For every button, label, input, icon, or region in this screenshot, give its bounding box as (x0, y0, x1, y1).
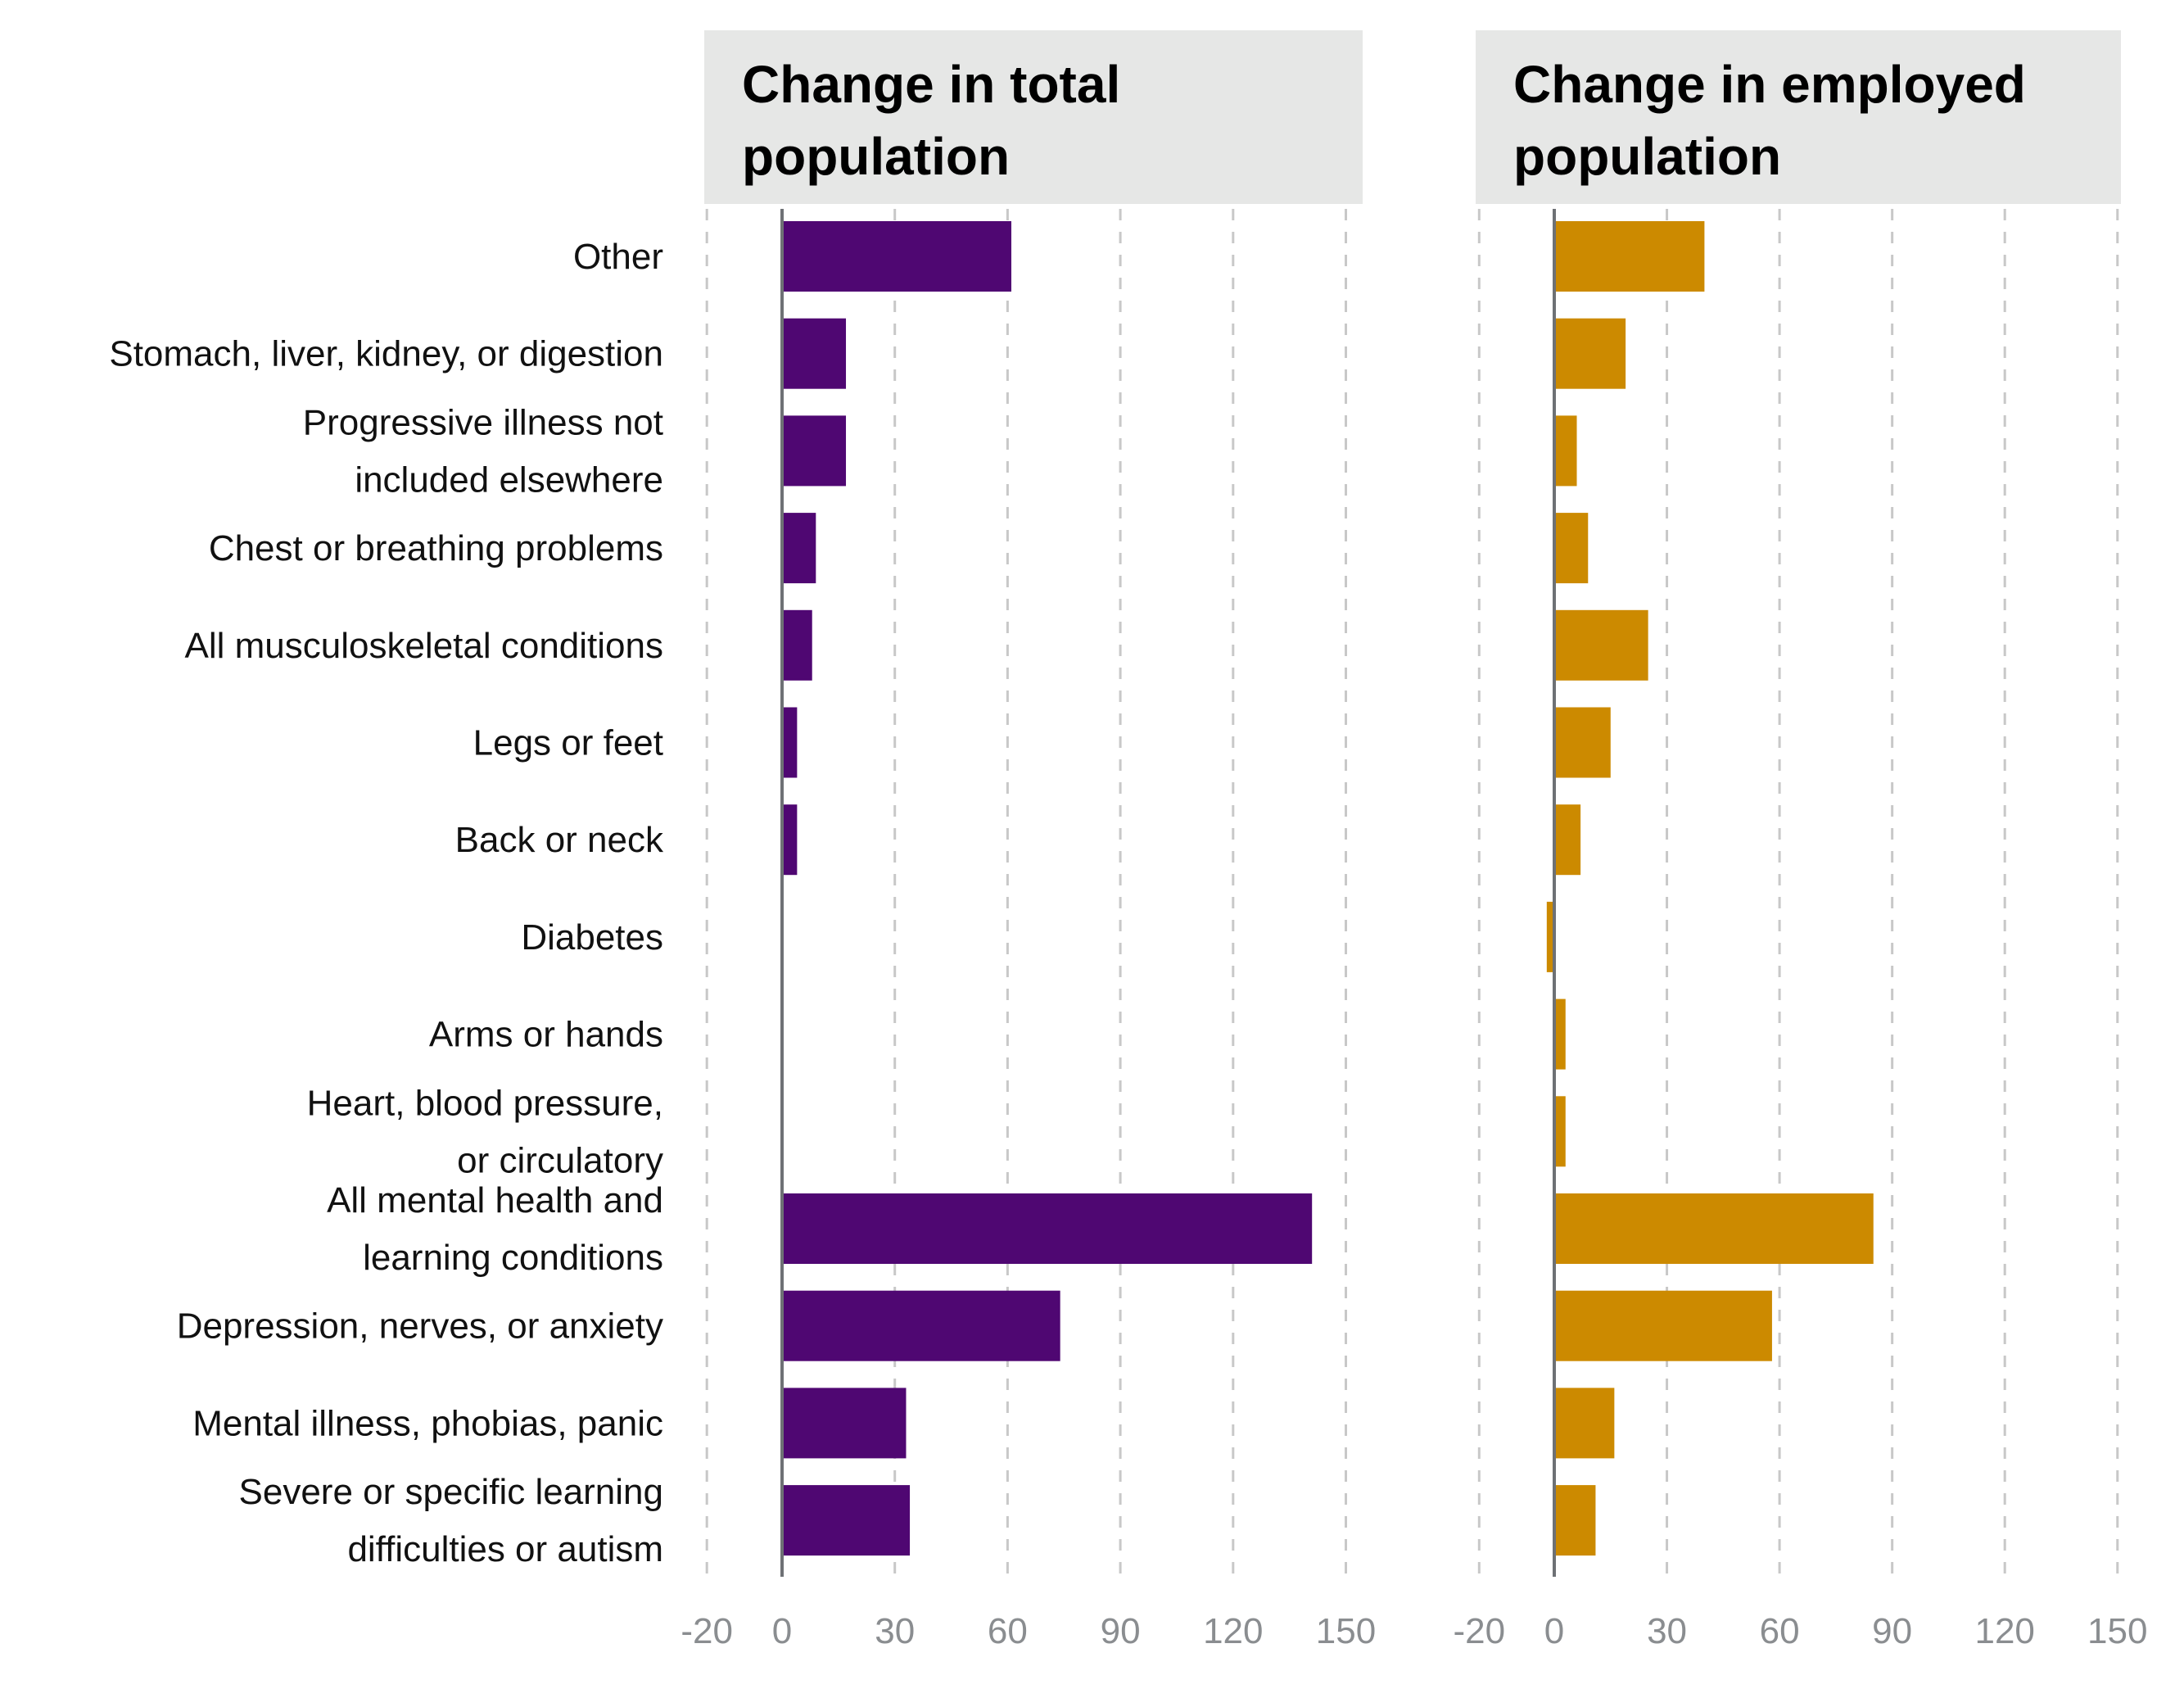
panel-employed-population: Change in employed population -20 0 30 60 90 12… (1454, 30, 2147, 1651)
x-tick-label: 150 (1316, 1611, 1376, 1651)
category-label: Progressive illness not included elsewher… (303, 402, 663, 500)
category-label: All mental health and learning conditions (327, 1180, 663, 1278)
bar (782, 221, 1011, 292)
bar (1554, 1290, 1772, 1361)
bar (1554, 998, 1566, 1070)
x-tick-label: 0 (1544, 1611, 1564, 1651)
panel-total-population: Change in total population -20 0 30 60 90 120 15… (681, 30, 1376, 1651)
category-label: Other (573, 237, 663, 277)
bar (782, 707, 798, 778)
bar (1554, 415, 1577, 487)
bar (1554, 1193, 1874, 1264)
x-tick-label: 60 (988, 1611, 1028, 1651)
x-tick-label: 90 (1101, 1611, 1141, 1651)
x-tick-label: 120 (1203, 1611, 1263, 1651)
bar (782, 1290, 1060, 1361)
bar (1554, 609, 1648, 681)
bar (782, 1388, 907, 1459)
x-tick-label: 0 (772, 1611, 792, 1651)
bar (1554, 804, 1581, 876)
bar (1554, 1388, 1615, 1459)
category-label: Back or neck (455, 820, 664, 860)
bar (782, 609, 812, 681)
category-label: Severe or specific learning difficulties … (239, 1472, 663, 1569)
bar (1554, 1096, 1566, 1167)
bar (1546, 901, 1554, 972)
category-label: Mental illness, phobias, panic (192, 1403, 663, 1443)
x-tick-label: 90 (1872, 1611, 1912, 1651)
category-label: Depression, nerves, or anxiety (177, 1306, 663, 1347)
bar (782, 318, 847, 389)
x-tick-label: -20 (1454, 1611, 1506, 1651)
panel-title: Change in total population (742, 55, 1120, 186)
bar (782, 804, 798, 876)
panel-header-background (1476, 30, 2121, 204)
bar (782, 1485, 911, 1556)
bar (1554, 707, 1611, 778)
category-label: All musculoskeletal conditions (184, 626, 663, 666)
bar (1554, 318, 1626, 389)
x-tick-label: 30 (875, 1611, 915, 1651)
category-label: Chest or breathing problems (209, 528, 663, 568)
category-label: Legs or feet (473, 723, 663, 763)
category-label: Arms or hands (429, 1015, 663, 1055)
bar (1554, 1485, 1596, 1556)
x-tick-label: 60 (1760, 1611, 1800, 1651)
category-label: Diabetes (521, 917, 663, 958)
x-tick-label: 30 (1647, 1611, 1687, 1651)
bar (1554, 513, 1589, 584)
x-tick-label: -20 (681, 1611, 733, 1651)
bar (782, 415, 847, 487)
bar (782, 513, 816, 584)
x-tick-label: 150 (2087, 1611, 2147, 1651)
bar (1554, 221, 1705, 292)
category-label: Stomach, liver, kidney, or digestion (109, 334, 663, 374)
bar (782, 1193, 1313, 1264)
category-labels: Other Stomach, liver, kidney, or digestio… (109, 237, 664, 1569)
panel-header-background (704, 30, 1363, 204)
x-tick-label: 120 (1974, 1611, 2034, 1651)
category-label: Heart, blood pressure, or circulatory (307, 1083, 663, 1180)
panel-title: Change in employed population (1513, 55, 2026, 186)
